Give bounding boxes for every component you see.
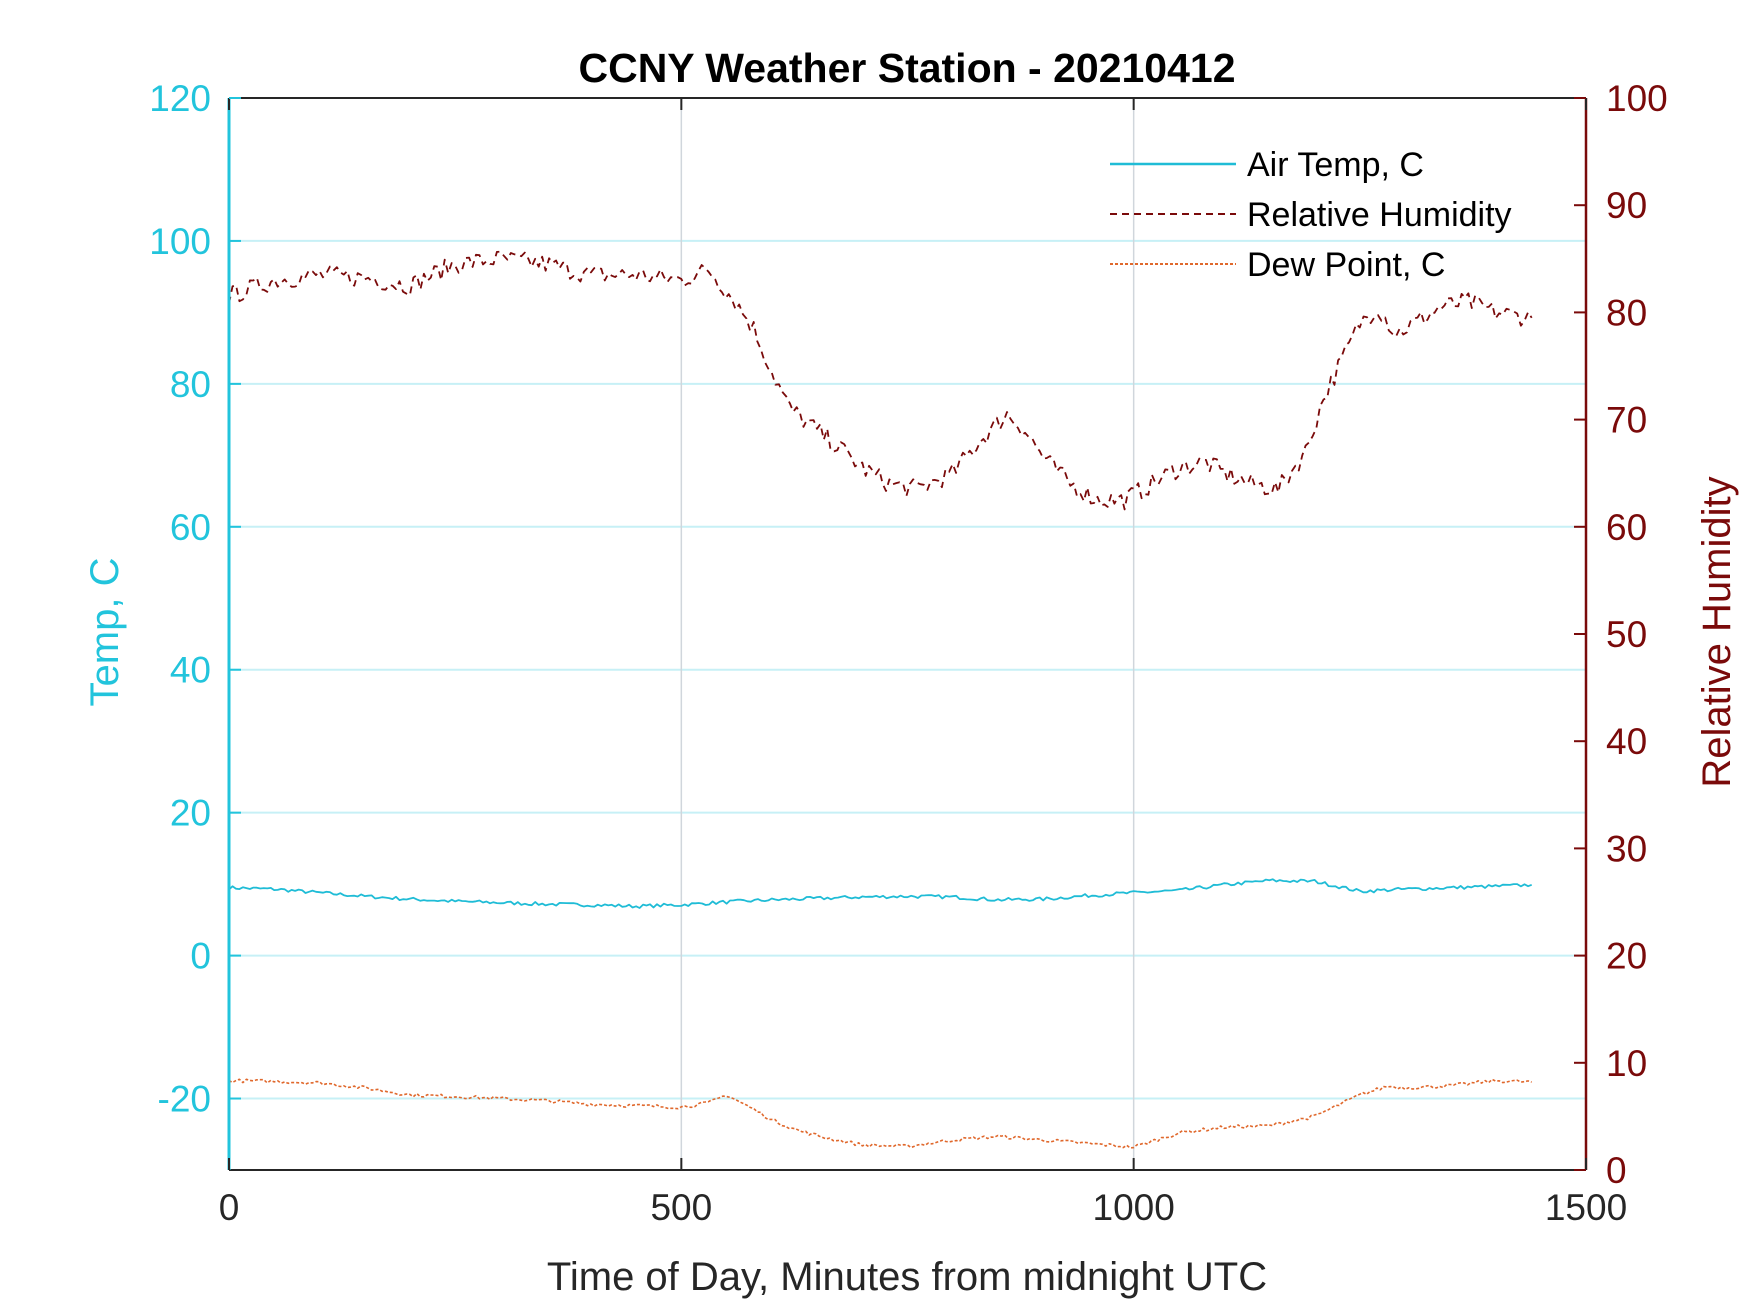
axes: 0 500 1000 1500120100806040200-201009080706…: [149, 78, 1667, 1228]
legend-air-temp-label: Air Temp, C: [1247, 146, 1424, 184]
y-right-tick-label: 90: [1606, 185, 1647, 226]
y-right-tick-label: 60: [1606, 507, 1647, 548]
y-right-tick-label: 10: [1606, 1043, 1647, 1084]
plot-series: [228, 250, 1533, 1149]
y-right-tick-label: 20: [1606, 936, 1647, 977]
series-line-1: [228, 250, 1533, 511]
x-tick-label: 500: [650, 1187, 712, 1228]
y-left-tick-label: 80: [170, 364, 211, 405]
series-line-2: [228, 1078, 1532, 1149]
y-left-tick-label: 60: [170, 507, 211, 548]
y-left-tick-label: 100: [149, 221, 211, 262]
legend-humidity-label: Relative Humidity: [1247, 196, 1512, 234]
y-left-tick-label: -20: [158, 1079, 211, 1120]
y-left-tick-label: 20: [170, 793, 211, 834]
y-left-tick-label: 40: [170, 650, 211, 691]
y-right-tick-label: 0: [1606, 1150, 1627, 1191]
chart-title: CCNY Weather Station - 20210412: [578, 45, 1235, 91]
grid-lines: [229, 98, 1586, 1170]
y-axis-right-label: Relative Humidity: [1695, 476, 1739, 787]
y-right-tick-label: 100: [1606, 78, 1668, 119]
legend: Air Temp, C Relative Humidity Dew Point,…: [1110, 146, 1512, 284]
y-right-tick-label: 70: [1606, 400, 1647, 441]
y-right-tick-label: 30: [1606, 828, 1647, 869]
x-tick-label: 1000: [1093, 1187, 1175, 1228]
y-right-tick-label: 80: [1606, 292, 1647, 333]
y-right-tick-label: 40: [1606, 721, 1647, 762]
x-tick-label: 0: [219, 1187, 240, 1228]
y-right-tick-label: 50: [1606, 614, 1647, 655]
y-left-tick-label: 120: [149, 78, 211, 119]
x-tick-label: 1500: [1545, 1187, 1627, 1228]
y-left-tick-label: 0: [190, 936, 211, 977]
legend-dew-point-label: Dew Point, C: [1247, 246, 1445, 284]
x-axis-label: Time of Day, Minutes from midnight UTC: [547, 1255, 1267, 1299]
series-line-0: [228, 878, 1533, 909]
y-axis-left-label: Temp, C: [83, 558, 127, 707]
